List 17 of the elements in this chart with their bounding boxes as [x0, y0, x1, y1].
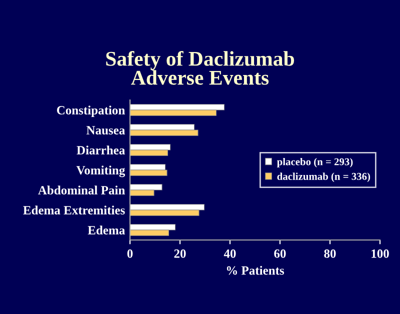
x-tick-label: 60 [274, 249, 286, 258]
y-tick-label: Abdominal Pain [38, 186, 125, 194]
chart-title: Safety of Daclizumab Adverse Events [106, 50, 294, 85]
y-tick-label: Diarrhea [76, 146, 125, 154]
y-tick-label: Edema [88, 226, 125, 234]
x-tick-label: 80 [324, 249, 336, 258]
y-tick-label: Constipation [56, 106, 125, 117]
y-tick-label: Edema Extremities [23, 206, 125, 214]
legend-label: daclizumab (n = 336) [277, 172, 370, 182]
x-tick-label: 40 [224, 249, 236, 258]
x-axis-title: % Patients [226, 266, 284, 275]
x-tick-label: 100 [372, 249, 389, 258]
y-tick-label: Nausea [86, 126, 125, 134]
x-tick-label: 0 [127, 249, 133, 258]
x-tick-label: 20 [174, 249, 186, 258]
legend-label: placebo (n = 293) [277, 158, 353, 168]
y-tick-label: Vomiting [76, 166, 126, 178]
